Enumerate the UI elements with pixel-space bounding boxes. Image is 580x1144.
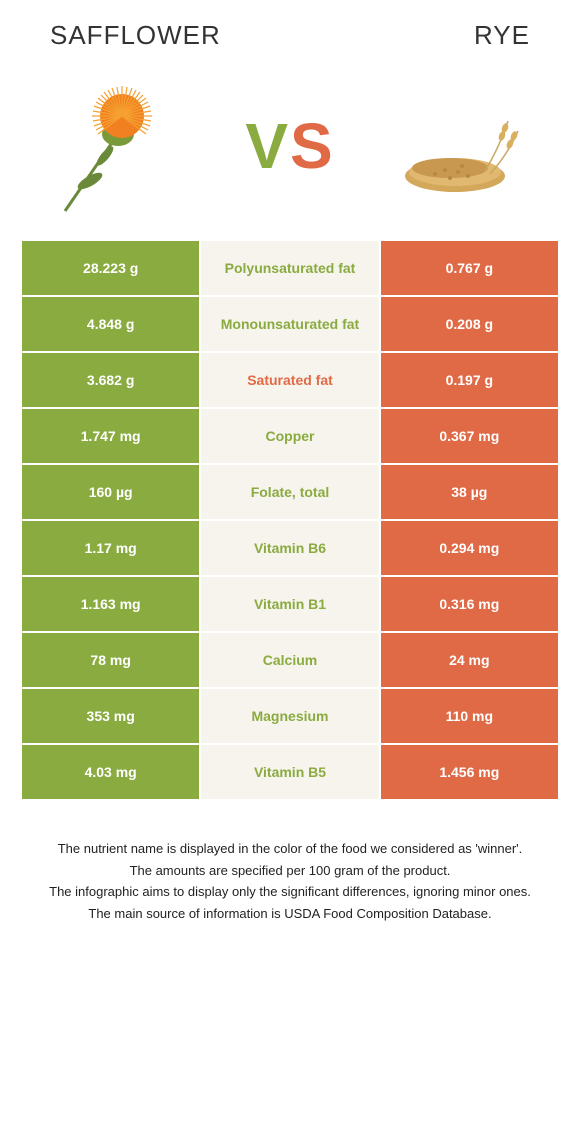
value-right: 24 mg bbox=[381, 633, 558, 687]
footer-line: The infographic aims to display only the… bbox=[40, 882, 540, 902]
nutrient-label: Calcium bbox=[201, 633, 378, 687]
value-left: 3.682 g bbox=[22, 353, 199, 407]
footer-notes: The nutrient name is displayed in the co… bbox=[20, 799, 560, 923]
vs-s: S bbox=[290, 110, 335, 182]
value-right: 0.367 mg bbox=[381, 409, 558, 463]
safflower-image bbox=[50, 76, 190, 216]
value-left: 4.03 mg bbox=[22, 745, 199, 799]
table-row: 4.03 mgVitamin B51.456 mg bbox=[22, 745, 558, 799]
images-row: VS bbox=[20, 66, 560, 241]
table-row: 28.223 gPolyunsaturated fat0.767 g bbox=[22, 241, 558, 295]
value-left: 160 µg bbox=[22, 465, 199, 519]
table-row: 1.163 mgVitamin B10.316 mg bbox=[22, 577, 558, 631]
table-row: 1.17 mgVitamin B60.294 mg bbox=[22, 521, 558, 575]
value-right: 0.294 mg bbox=[381, 521, 558, 575]
value-left: 78 mg bbox=[22, 633, 199, 687]
value-right: 38 µg bbox=[381, 465, 558, 519]
table-row: 78 mgCalcium24 mg bbox=[22, 633, 558, 687]
table-row: 4.848 gMonounsaturated fat0.208 g bbox=[22, 297, 558, 351]
header: SAFFLOWER RYE bbox=[20, 20, 560, 66]
nutrient-label: Vitamin B5 bbox=[201, 745, 378, 799]
footer-line: The main source of information is USDA F… bbox=[40, 904, 540, 924]
title-right: RYE bbox=[474, 20, 530, 51]
value-left: 353 mg bbox=[22, 689, 199, 743]
nutrient-label: Vitamin B6 bbox=[201, 521, 378, 575]
table-row: 353 mgMagnesium110 mg bbox=[22, 689, 558, 743]
nutrient-label: Copper bbox=[201, 409, 378, 463]
value-left: 1.163 mg bbox=[22, 577, 199, 631]
value-right: 0.767 g bbox=[381, 241, 558, 295]
value-right: 110 mg bbox=[381, 689, 558, 743]
nutrient-label: Vitamin B1 bbox=[201, 577, 378, 631]
table-row: 160 µgFolate, total38 µg bbox=[22, 465, 558, 519]
table-row: 3.682 gSaturated fat0.197 g bbox=[22, 353, 558, 407]
value-right: 0.208 g bbox=[381, 297, 558, 351]
value-left: 28.223 g bbox=[22, 241, 199, 295]
table-row: 1.747 mgCopper0.367 mg bbox=[22, 409, 558, 463]
nutrient-label: Saturated fat bbox=[201, 353, 378, 407]
rye-image bbox=[390, 76, 530, 216]
nutrient-label: Magnesium bbox=[201, 689, 378, 743]
value-right: 0.316 mg bbox=[381, 577, 558, 631]
nutrient-label: Folate, total bbox=[201, 465, 378, 519]
value-right: 1.456 mg bbox=[381, 745, 558, 799]
value-left: 1.747 mg bbox=[22, 409, 199, 463]
vs-v: V bbox=[245, 110, 290, 182]
nutrient-label: Polyunsaturated fat bbox=[201, 241, 378, 295]
title-left: SAFFLOWER bbox=[50, 20, 221, 51]
value-right: 0.197 g bbox=[381, 353, 558, 407]
footer-line: The nutrient name is displayed in the co… bbox=[40, 839, 540, 859]
value-left: 1.17 mg bbox=[22, 521, 199, 575]
nutrient-label: Monounsaturated fat bbox=[201, 297, 378, 351]
vs-label: VS bbox=[245, 109, 334, 183]
footer-line: The amounts are specified per 100 gram o… bbox=[40, 861, 540, 881]
value-left: 4.848 g bbox=[22, 297, 199, 351]
comparison-table: 28.223 gPolyunsaturated fat0.767 g4.848 … bbox=[20, 241, 560, 799]
